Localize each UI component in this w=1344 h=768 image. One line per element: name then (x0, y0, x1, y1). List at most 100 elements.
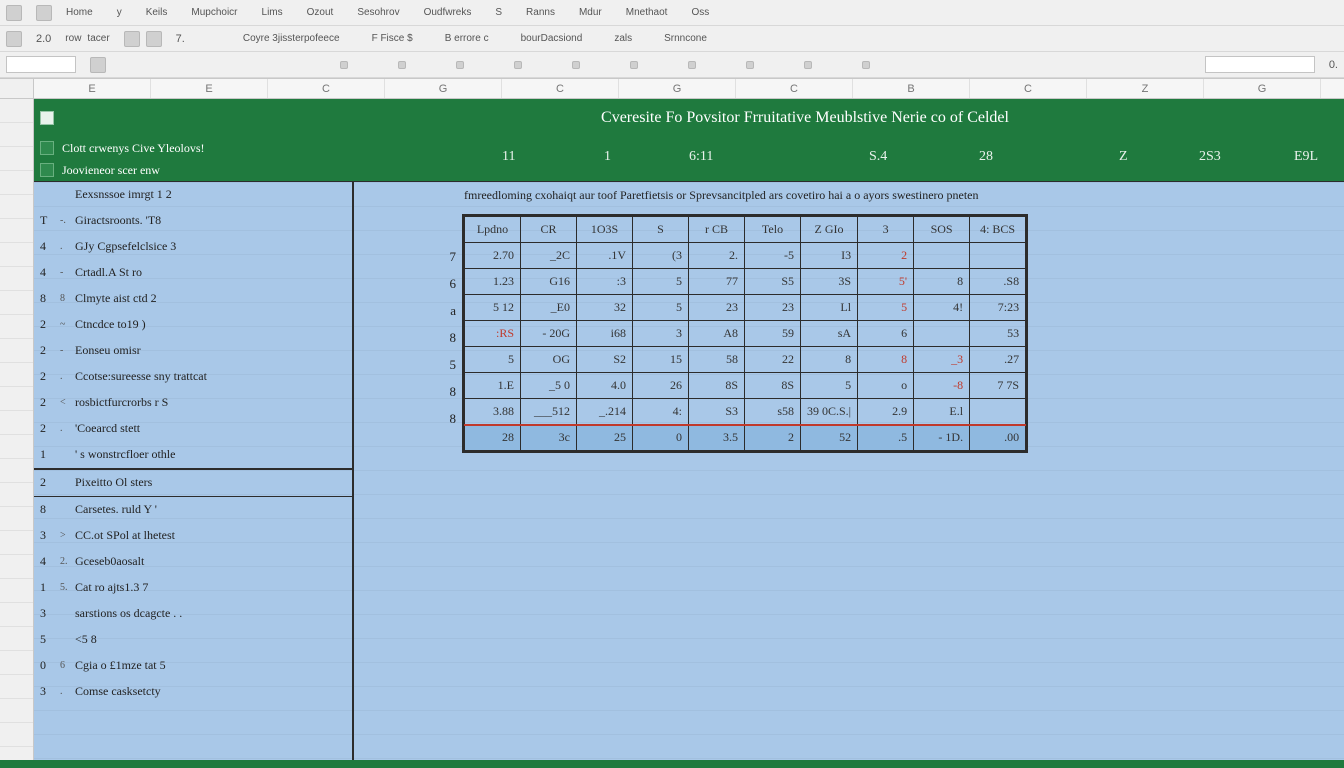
green-item[interactable]: Joovieneor scer enw (62, 163, 160, 178)
table-cell[interactable]: _2C (521, 243, 577, 269)
table-cell[interactable]: 58 (689, 347, 745, 373)
column-header[interactable]: C (268, 79, 385, 98)
table-col-header[interactable]: r CB (689, 217, 745, 243)
row-header[interactable] (0, 243, 33, 267)
list-item[interactable]: 2.'Coearcd stett (34, 416, 352, 442)
table-cell[interactable]: 22 (745, 347, 801, 373)
table-cell[interactable]: 5 (801, 373, 858, 399)
row-header[interactable] (0, 339, 33, 363)
table-col-header[interactable]: 4: BCS (970, 217, 1026, 243)
list-item[interactable]: 3.Comse casksetcty (34, 679, 352, 705)
row-header[interactable] (0, 579, 33, 603)
ribbon-tab[interactable]: Oudfwreks (424, 7, 472, 18)
table-cell[interactable]: 5' (858, 269, 914, 295)
table-cell[interactable]: 2. (689, 243, 745, 269)
list-item[interactable]: 4-Crtadl.A St ro (34, 260, 352, 286)
ribbon-tab[interactable]: Keils (146, 7, 168, 18)
row-header[interactable] (0, 531, 33, 555)
list-item[interactable]: 2-Eonseu omisr (34, 338, 352, 364)
sheet[interactable]: Cveresite Fo Povsitor Frruitative Meubls… (34, 99, 1344, 761)
row-header[interactable] (0, 483, 33, 507)
table-col-header[interactable]: CR (521, 217, 577, 243)
list-item[interactable]: 1' s wonstrcfloer othle (34, 442, 352, 468)
row-header[interactable] (0, 651, 33, 675)
row-header[interactable] (0, 459, 33, 483)
column-header[interactable]: E (34, 79, 151, 98)
table-cell[interactable]: 23 (745, 295, 801, 321)
row-header[interactable] (0, 99, 33, 123)
table-col-header[interactable]: 1O3S (577, 217, 633, 243)
table-cell[interactable]: A8 (689, 321, 745, 347)
table-cell[interactable]: -5 (745, 243, 801, 269)
row-header[interactable] (0, 147, 33, 171)
ribbon-tab[interactable]: Mupchoicr (191, 7, 237, 18)
list-item[interactable]: 3>CC.ot SPol at lhetest (34, 523, 352, 549)
ribbon-tab[interactable]: Ozout (307, 7, 334, 18)
table-col-header[interactable]: S (633, 217, 689, 243)
list-item[interactable]: 2<rosbictfurcrorbs r S (34, 390, 352, 416)
table-cell[interactable]: o (858, 373, 914, 399)
ribbon-tab[interactable]: Lims (262, 7, 283, 18)
list-item[interactable]: 4.GJy Cgpsefelclsice 3 (34, 234, 352, 260)
ribbon-tab[interactable]: Ranns (526, 7, 555, 18)
row-header[interactable] (0, 603, 33, 627)
table-cell[interactable]: 1.23 (465, 269, 521, 295)
table-cell[interactable]: 8S (689, 373, 745, 399)
table-cell[interactable]: 3 (633, 321, 689, 347)
table-cell[interactable]: _3 (914, 347, 970, 373)
ribbon-tab[interactable]: y (117, 7, 122, 18)
list-item[interactable]: 5<5 8 (34, 627, 352, 653)
table-cell[interactable]: I3 (801, 243, 858, 269)
row-header[interactable] (0, 627, 33, 651)
table-cell[interactable]: 2 (858, 243, 914, 269)
ribbon-tab[interactable]: Mdur (579, 7, 602, 18)
table-cell[interactable]: _E0 (521, 295, 577, 321)
table-cell[interactable]: G16 (521, 269, 577, 295)
table-cell[interactable] (914, 243, 970, 269)
list-item[interactable]: 8Carsetes. ruld Y ' (34, 497, 352, 523)
table-cell[interactable]: S3 (689, 399, 745, 425)
table-cell[interactable]: 4.0 (577, 373, 633, 399)
table-cell[interactable]: 39 0C.S.| (801, 399, 858, 425)
table-cell[interactable] (970, 243, 1026, 269)
list-item[interactable]: 88Clmyte aist ctd 2 (34, 286, 352, 312)
table-cell[interactable]: 3S (801, 269, 858, 295)
table-cell[interactable]: 3.88 (465, 399, 521, 425)
table-col-header[interactable]: Telo (745, 217, 801, 243)
table-cell[interactable]: 32 (577, 295, 633, 321)
table-cell[interactable]: 59 (745, 321, 801, 347)
ribbon-tab[interactable]: S (495, 7, 502, 18)
table-cell[interactable]: 5 (465, 347, 521, 373)
table-cell[interactable]: (3 (633, 243, 689, 269)
table-cell[interactable]: 8 (914, 269, 970, 295)
paste-icon[interactable] (6, 5, 22, 21)
table-cell[interactable]: .1V (577, 243, 633, 269)
column-header[interactable]: G (1204, 79, 1321, 98)
table-col-header[interactable]: SOS (914, 217, 970, 243)
table-cell[interactable]: :RS (465, 321, 521, 347)
table-cell[interactable]: Ll (801, 295, 858, 321)
list-item[interactable]: 06Cgia o £1mze tat 5 (34, 653, 352, 679)
column-header[interactable]: G (385, 79, 502, 98)
row-header[interactable] (0, 171, 33, 195)
table-cell[interactable]: 77 (689, 269, 745, 295)
ribbon-tab[interactable]: Mnethaot (626, 7, 668, 18)
row-header[interactable] (0, 195, 33, 219)
ribbon-tab[interactable]: Oss (691, 7, 709, 18)
table-cell[interactable]: S2 (577, 347, 633, 373)
fx-icon[interactable] (90, 57, 106, 73)
row-header[interactable] (0, 411, 33, 435)
table-cell[interactable]: 4! (914, 295, 970, 321)
table-cell[interactable]: 53 (970, 321, 1026, 347)
table-cell[interactable]: 8 (801, 347, 858, 373)
table-cell[interactable] (914, 321, 970, 347)
row-header[interactable] (0, 123, 33, 147)
table-cell[interactable]: 7 7S (970, 373, 1026, 399)
column-header[interactable]: C (502, 79, 619, 98)
table-col-header[interactable]: 3 (858, 217, 914, 243)
row-header[interactable] (0, 699, 33, 723)
list-item[interactable]: 42.Gceseb0aosalt (34, 549, 352, 575)
table-cell[interactable]: 8 (858, 347, 914, 373)
ribbon-tab[interactable]: Home (66, 7, 93, 18)
column-header[interactable]: C (736, 79, 853, 98)
